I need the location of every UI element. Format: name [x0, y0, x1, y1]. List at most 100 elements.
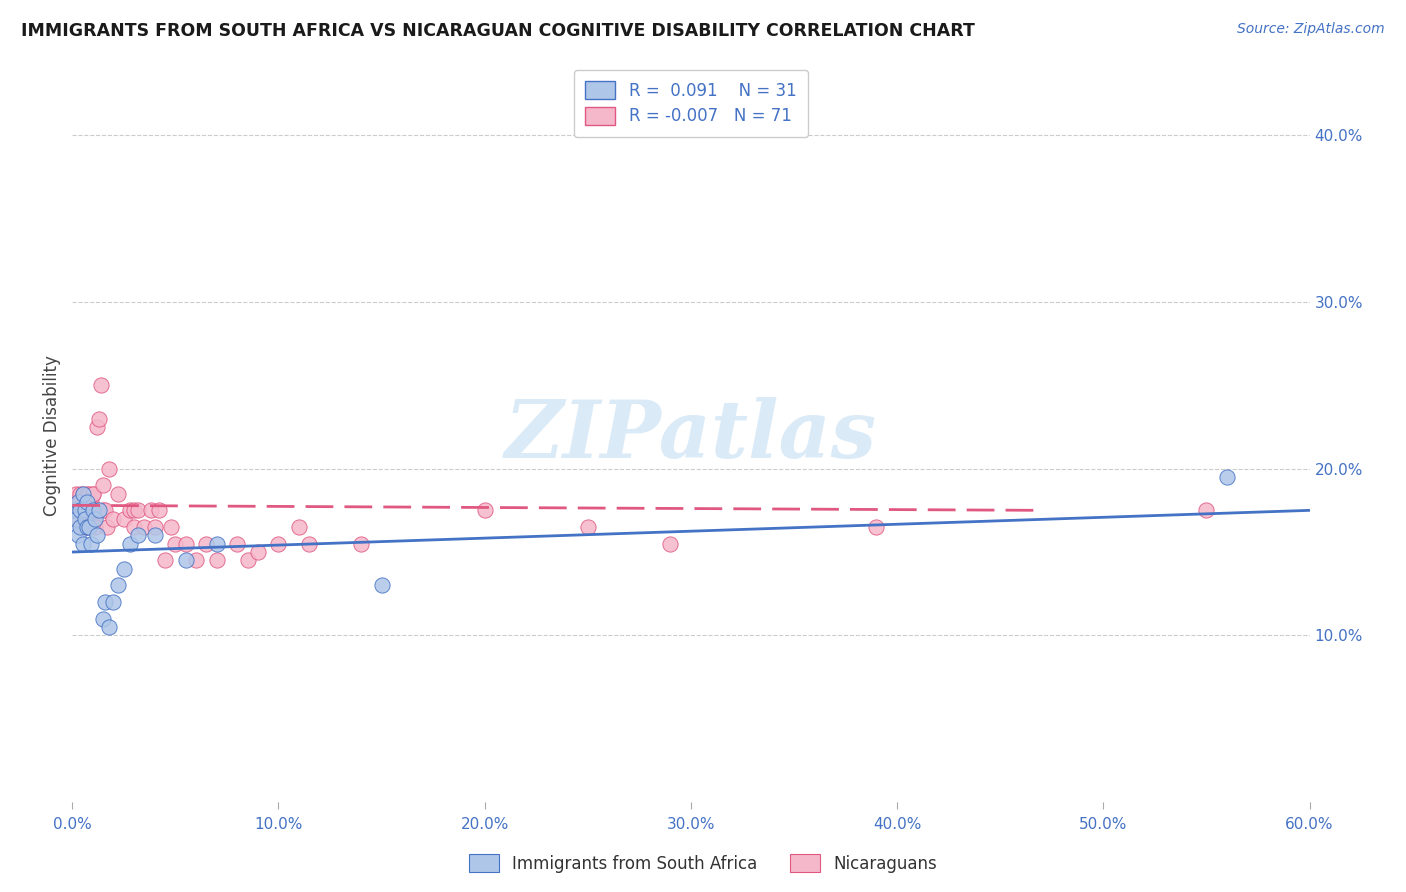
Legend: Immigrants from South Africa, Nicaraguans: Immigrants from South Africa, Nicaraguan…: [461, 847, 945, 880]
Point: [65, 511, 87, 525]
Point: [91, 478, 114, 492]
Point: [65, 511, 87, 525]
Point: [63, 495, 86, 509]
Point: [76, 486, 98, 500]
Point: [122, 503, 145, 517]
Point: [72, 486, 94, 500]
Point: [73, 511, 96, 525]
Point: [80, 503, 103, 517]
Point: [1195, 503, 1218, 517]
Point: [370, 578, 392, 592]
Point: [103, 511, 125, 525]
Point: [236, 553, 259, 567]
Point: [96, 520, 118, 534]
Point: [118, 537, 141, 551]
Point: [87, 411, 110, 425]
Point: [134, 520, 156, 534]
Point: [174, 537, 197, 551]
Point: [298, 537, 321, 551]
Y-axis label: Cognitive Disability: Cognitive Disability: [44, 355, 60, 516]
Point: [77, 503, 100, 517]
Point: [84, 511, 107, 525]
Point: [94, 503, 117, 517]
Point: [350, 537, 373, 551]
Text: IMMIGRANTS FROM SOUTH AFRICA VS NICARAGUAN COGNITIVE DISABILITY CORRELATION CHAR: IMMIGRANTS FROM SOUTH AFRICA VS NICARAGU…: [21, 22, 974, 40]
Text: ZIPatlas: ZIPatlas: [505, 397, 877, 474]
Point: [865, 520, 887, 534]
Point: [82, 511, 104, 525]
Point: [84, 503, 107, 517]
Point: [76, 520, 98, 534]
Point: [148, 503, 170, 517]
Point: [72, 503, 94, 517]
Point: [139, 503, 162, 517]
Point: [90, 378, 112, 392]
Point: [112, 511, 135, 525]
Point: [77, 486, 100, 500]
Point: [76, 495, 98, 509]
Point: [82, 503, 104, 517]
Point: [67, 495, 90, 509]
Point: [160, 520, 183, 534]
Point: [80, 537, 103, 551]
Point: [94, 595, 117, 609]
Point: [118, 503, 141, 517]
Point: [184, 553, 207, 567]
Point: [63, 503, 86, 517]
Point: [82, 486, 104, 500]
Point: [67, 503, 90, 517]
Point: [65, 486, 87, 500]
Point: [84, 520, 107, 534]
Point: [91, 612, 114, 626]
Point: [73, 503, 96, 517]
Point: [72, 486, 94, 500]
Point: [86, 503, 108, 517]
Point: [69, 486, 91, 500]
Point: [107, 578, 129, 592]
Point: [73, 503, 96, 517]
Point: [67, 528, 90, 542]
Point: [77, 520, 100, 534]
Point: [72, 537, 94, 551]
Point: [103, 595, 125, 609]
Point: [246, 545, 269, 559]
Point: [73, 503, 96, 517]
Point: [76, 503, 98, 517]
Point: [226, 537, 249, 551]
Point: [63, 503, 86, 517]
Point: [65, 503, 87, 517]
Point: [69, 495, 91, 509]
Point: [73, 520, 96, 534]
Point: [98, 461, 121, 475]
Point: [127, 528, 149, 542]
Point: [98, 620, 121, 634]
Point: [86, 420, 108, 434]
Point: [69, 520, 91, 534]
Text: Source: ZipAtlas.com: Source: ZipAtlas.com: [1237, 22, 1385, 37]
Point: [72, 520, 94, 534]
Point: [67, 511, 90, 525]
Point: [80, 495, 103, 509]
Point: [1216, 470, 1239, 484]
Point: [82, 503, 104, 517]
Point: [576, 520, 599, 534]
Point: [143, 528, 166, 542]
Point: [288, 520, 311, 534]
Point: [86, 528, 108, 542]
Point: [122, 520, 145, 534]
Point: [112, 562, 135, 576]
Point: [195, 537, 218, 551]
Point: [659, 537, 682, 551]
Point: [67, 495, 90, 509]
Point: [205, 553, 228, 567]
Point: [205, 537, 228, 551]
Point: [87, 503, 110, 517]
Point: [143, 520, 166, 534]
Point: [69, 503, 91, 517]
Point: [91, 503, 114, 517]
Point: [76, 495, 98, 509]
Point: [69, 503, 91, 517]
Point: [174, 553, 197, 567]
Point: [474, 503, 496, 517]
Legend: R =  0.091    N = 31, R = -0.007   N = 71: R = 0.091 N = 31, R = -0.007 N = 71: [574, 70, 808, 136]
